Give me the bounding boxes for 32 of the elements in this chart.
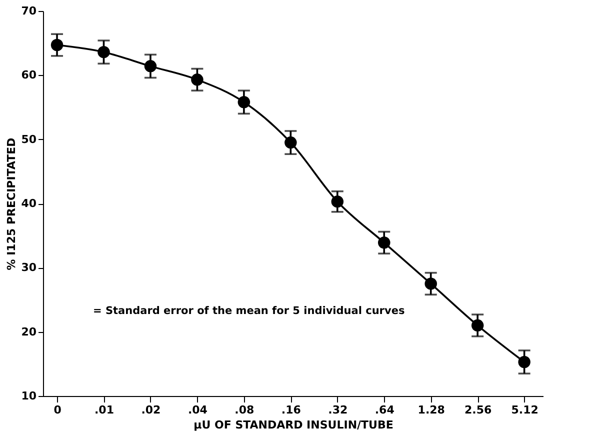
point bbox=[50, 38, 64, 52]
x-tick-label: 0 bbox=[54, 404, 62, 416]
point bbox=[378, 236, 390, 249]
x-tick-label: 2.56 bbox=[464, 404, 492, 416]
point bbox=[518, 356, 530, 368]
point bbox=[471, 319, 484, 332]
x-tick-label: .08 bbox=[234, 404, 254, 416]
x-tick-label: 1.28 bbox=[418, 404, 445, 416]
y-tick-label: 50 bbox=[21, 132, 37, 146]
x-axis-title: μU OF STANDARD INSULIN/TUBE bbox=[194, 418, 394, 432]
x-tick-label: .01 bbox=[94, 404, 114, 416]
y-tick-label: 60 bbox=[21, 68, 37, 82]
y-tick-label: 70 bbox=[21, 4, 37, 18]
point bbox=[144, 60, 157, 72]
x-tick-label: 5.12 bbox=[511, 404, 538, 416]
y-tick-label: 10 bbox=[21, 390, 37, 402]
point bbox=[98, 46, 110, 58]
x-tick-label: .32 bbox=[328, 404, 348, 416]
point bbox=[191, 74, 204, 86]
x-tick-label: .04 bbox=[188, 404, 208, 416]
point bbox=[424, 278, 437, 290]
x-tick-label: .64 bbox=[374, 404, 395, 416]
point bbox=[331, 195, 344, 208]
point bbox=[284, 136, 297, 149]
y-tick-label: 20 bbox=[21, 325, 37, 338]
annotation: = Standard error of the mean for 5 individual curves bbox=[93, 305, 405, 317]
y-axis-title: % I125 PRECIPITATED bbox=[5, 138, 18, 270]
point bbox=[238, 96, 250, 108]
x-tick-label: .16 bbox=[281, 404, 302, 416]
y-tick-label: 40 bbox=[21, 197, 37, 210]
x-tick-label: .02 bbox=[141, 404, 161, 416]
y-tick-label: 30 bbox=[21, 261, 37, 274]
